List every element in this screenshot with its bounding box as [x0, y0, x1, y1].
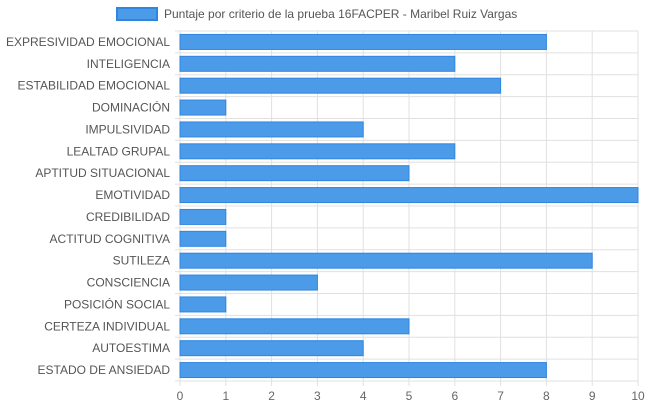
category-label: LEALTAD GRUPAL [67, 144, 171, 158]
x-tick-label: 10 [631, 389, 645, 403]
category-label: ESTADO DE ANSIEDAD [38, 363, 171, 377]
bar[interactable] [179, 99, 227, 116]
category-label: CREDIBILIDAD [86, 210, 170, 224]
x-tick-label: 2 [268, 389, 275, 403]
bar[interactable] [179, 55, 456, 72]
bar[interactable] [179, 318, 410, 335]
x-tick-label: 7 [497, 389, 504, 403]
legend-label: Puntaje por criterio de la prueba 16FACP… [164, 7, 517, 21]
bar[interactable] [179, 208, 227, 225]
bar[interactable] [179, 274, 318, 291]
bar[interactable] [179, 230, 227, 247]
category-label: DOMINACIÓN [92, 100, 170, 115]
bar[interactable] [179, 77, 502, 94]
x-tick-label: 8 [543, 389, 550, 403]
legend-swatch [116, 7, 158, 21]
value-axis: 0 1 2 3 4 5 6 7 8 9 10 [177, 389, 645, 403]
bar[interactable] [179, 340, 364, 357]
category-label: IMPULSIVIDAD [85, 122, 170, 136]
x-tick-label: 6 [451, 389, 458, 403]
category-label: EXPRESIVIDAD EMOCIONAL [6, 35, 170, 49]
category-label: APTITUD SITUACIONAL [35, 166, 170, 180]
bar[interactable] [179, 143, 456, 160]
category-label: INTELIGENCIA [87, 57, 170, 71]
x-tick-label: 3 [314, 389, 321, 403]
bar[interactable] [179, 121, 364, 138]
bar[interactable] [179, 296, 227, 313]
bars [179, 33, 639, 379]
category-label: ESTABILIDAD EMOCIONAL [18, 79, 171, 93]
x-tick-label: 9 [589, 389, 596, 403]
bar[interactable] [179, 362, 547, 379]
category-label: EMOTIVIDAD [95, 188, 170, 202]
bar[interactable] [179, 187, 639, 204]
category-axis: EXPRESIVIDAD EMOCIONAL INTELIGENCIA ESTABI… [6, 35, 170, 377]
x-tick-label: 5 [406, 389, 413, 403]
bar[interactable] [179, 165, 410, 182]
category-label: CERTEZA INDIVIDUAL [44, 319, 170, 333]
category-label: SUTILEZA [113, 254, 170, 268]
category-label: ACTITUD COGNITIVA [50, 232, 170, 246]
x-tick-label: 4 [360, 389, 367, 403]
category-label: CONSCIENCIA [87, 276, 170, 290]
bar[interactable] [179, 252, 593, 269]
category-label: POSICIÓN SOCIAL [64, 296, 170, 311]
x-tick-label: 1 [222, 389, 229, 403]
x-tick-label: 0 [177, 389, 184, 403]
category-label: AUTOESTIMA [92, 341, 170, 355]
legend[interactable]: Puntaje por criterio de la prueba 16FACP… [116, 7, 517, 21]
bar[interactable] [179, 33, 547, 50]
